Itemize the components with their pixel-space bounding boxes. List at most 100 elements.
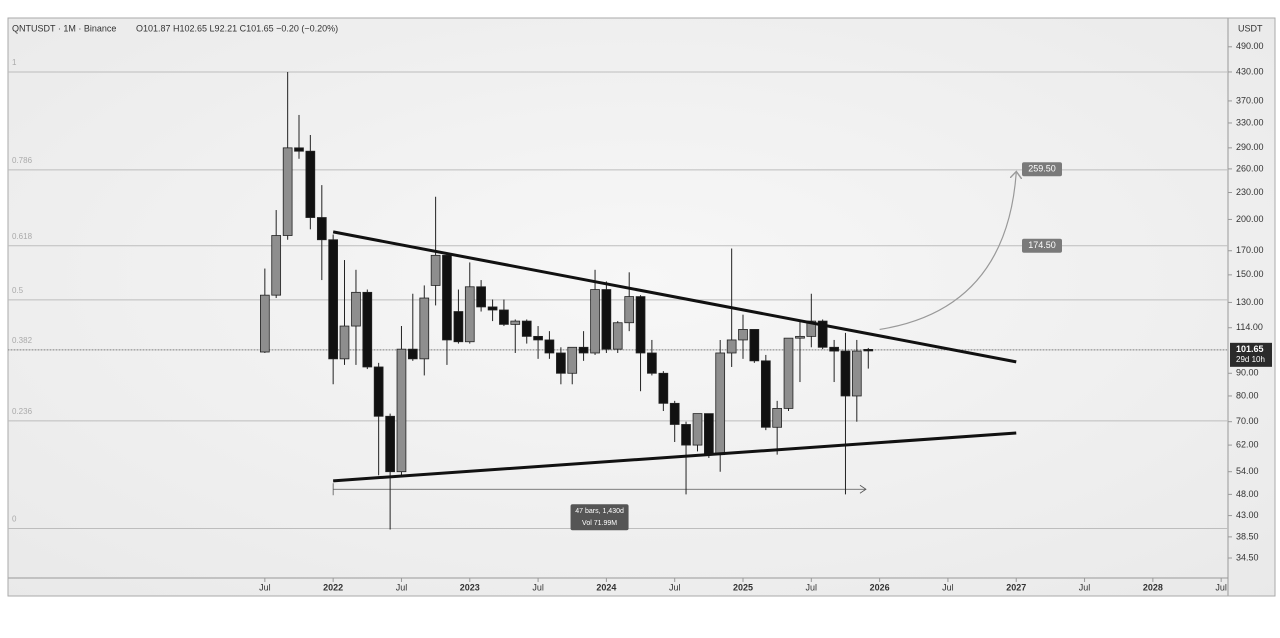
y-tick-label: 114.00 [1236, 322, 1263, 332]
x-tick-label: Jul [532, 582, 544, 592]
fib-label: 1 [12, 58, 17, 67]
candle-body [795, 335, 805, 339]
x-tick-label: Jul [1079, 582, 1091, 592]
y-tick-label: 43.00 [1236, 510, 1259, 520]
candle-body [533, 335, 543, 341]
x-tick-label: Jul [669, 582, 681, 592]
last-price-box [1230, 342, 1272, 367]
candle-body [863, 349, 874, 352]
countdown-label: 29d 10h [1236, 355, 1265, 364]
x-tick-label: 2022 [323, 582, 343, 592]
x-tick-label: 2026 [870, 582, 890, 592]
y-tick-label: 330.00 [1236, 117, 1264, 127]
x-tick-label: Jul [806, 582, 818, 592]
y-tick-label: 260.00 [1236, 163, 1264, 173]
fib-label: 0.5 [12, 286, 24, 295]
candle-body [419, 297, 430, 360]
candle-body [510, 320, 521, 325]
symbol-title: QNTUSDT · 1M · Binance [12, 23, 116, 33]
candle-body [351, 291, 361, 327]
candle-body [294, 147, 304, 152]
candle-body [601, 289, 612, 350]
candle-body [487, 306, 498, 311]
candle-body [362, 291, 373, 368]
y-tick-label: 150.00 [1236, 269, 1264, 279]
x-tick-label: Jul [259, 582, 271, 592]
trendline [333, 431, 1017, 483]
candle-body [738, 329, 748, 341]
candle-body [612, 322, 623, 350]
y-tick-label: 80.00 [1236, 390, 1259, 400]
candle-body [669, 402, 680, 425]
candle-body [385, 415, 395, 473]
y-tick-label: 54.00 [1236, 466, 1259, 476]
candle-body [499, 309, 509, 325]
x-tick-label: Jul [942, 582, 954, 592]
target-label: 174.50 [1028, 240, 1056, 250]
x-tick-label: Jul [396, 582, 408, 592]
fib-label: 0.236 [12, 407, 33, 416]
y-tick-label: 38.50 [1236, 531, 1259, 541]
candle-body [282, 147, 293, 236]
candle-body [817, 320, 828, 348]
candle-body [476, 286, 486, 308]
candle-body [726, 339, 737, 354]
fib-label: 0 [12, 515, 17, 524]
y-tick-label: 290.00 [1236, 142, 1264, 152]
candle-body [715, 352, 726, 456]
y-tick-label: 230.00 [1236, 187, 1264, 197]
candle-body [783, 337, 794, 409]
x-tick-label: 2028 [1143, 582, 1163, 592]
candle-body [829, 346, 839, 352]
x-tick-label: 2023 [460, 582, 480, 592]
candle-body [760, 360, 771, 428]
candle-body [578, 346, 589, 354]
candle-body [590, 289, 600, 354]
x-tick-label: 2025 [733, 582, 753, 592]
y-tick-label: 490.00 [1236, 41, 1264, 51]
candle-body [407, 348, 418, 360]
candle-body [556, 352, 566, 374]
measure-volume: Vol 71.99M [582, 520, 617, 527]
y-tick-label: 62.00 [1236, 439, 1259, 449]
candle-body [567, 346, 578, 374]
y-tick-label: 48.00 [1236, 489, 1259, 499]
candle-body [658, 372, 669, 404]
fib-label: 0.786 [12, 156, 33, 165]
candle-body [749, 329, 760, 362]
x-tick-label: Jul [1215, 582, 1227, 592]
ohlc-header: O101.87 H102.65 L92.21 C101.65 −0.20 (−0… [136, 23, 338, 33]
chart-frame [7, 17, 1276, 597]
price-axis-unit: USDT [1238, 23, 1263, 33]
candle-body [271, 235, 282, 296]
projection-arrow [879, 173, 1017, 331]
trendline [332, 230, 1017, 364]
candle-body [328, 239, 338, 360]
last-price-label: 101.65 [1236, 344, 1264, 354]
measure-arrow [859, 484, 867, 494]
candle-body [851, 350, 862, 397]
measure-box [570, 504, 629, 531]
y-tick-label: 34.50 [1236, 552, 1259, 562]
y-tick-label: 130.00 [1236, 297, 1264, 307]
measure-bars: 47 bars, 1,430d [575, 508, 624, 515]
y-tick-label: 170.00 [1236, 245, 1264, 255]
candle-body [806, 320, 817, 337]
candle-body [704, 413, 714, 456]
y-tick-label: 200.00 [1236, 214, 1264, 224]
candle-body [681, 424, 691, 446]
y-tick-label: 430.00 [1236, 66, 1264, 76]
candle-body [316, 217, 327, 241]
candle-body [635, 296, 646, 354]
candle-body [260, 294, 270, 353]
x-tick-label: 2027 [1006, 582, 1026, 592]
candle-body [305, 150, 316, 218]
candle-body [772, 408, 783, 428]
candle-body [624, 296, 635, 324]
y-tick-label: 90.00 [1236, 368, 1259, 378]
fib-label: 0.382 [12, 336, 33, 345]
y-tick-label: 70.00 [1236, 416, 1259, 426]
candle-body [544, 339, 555, 354]
